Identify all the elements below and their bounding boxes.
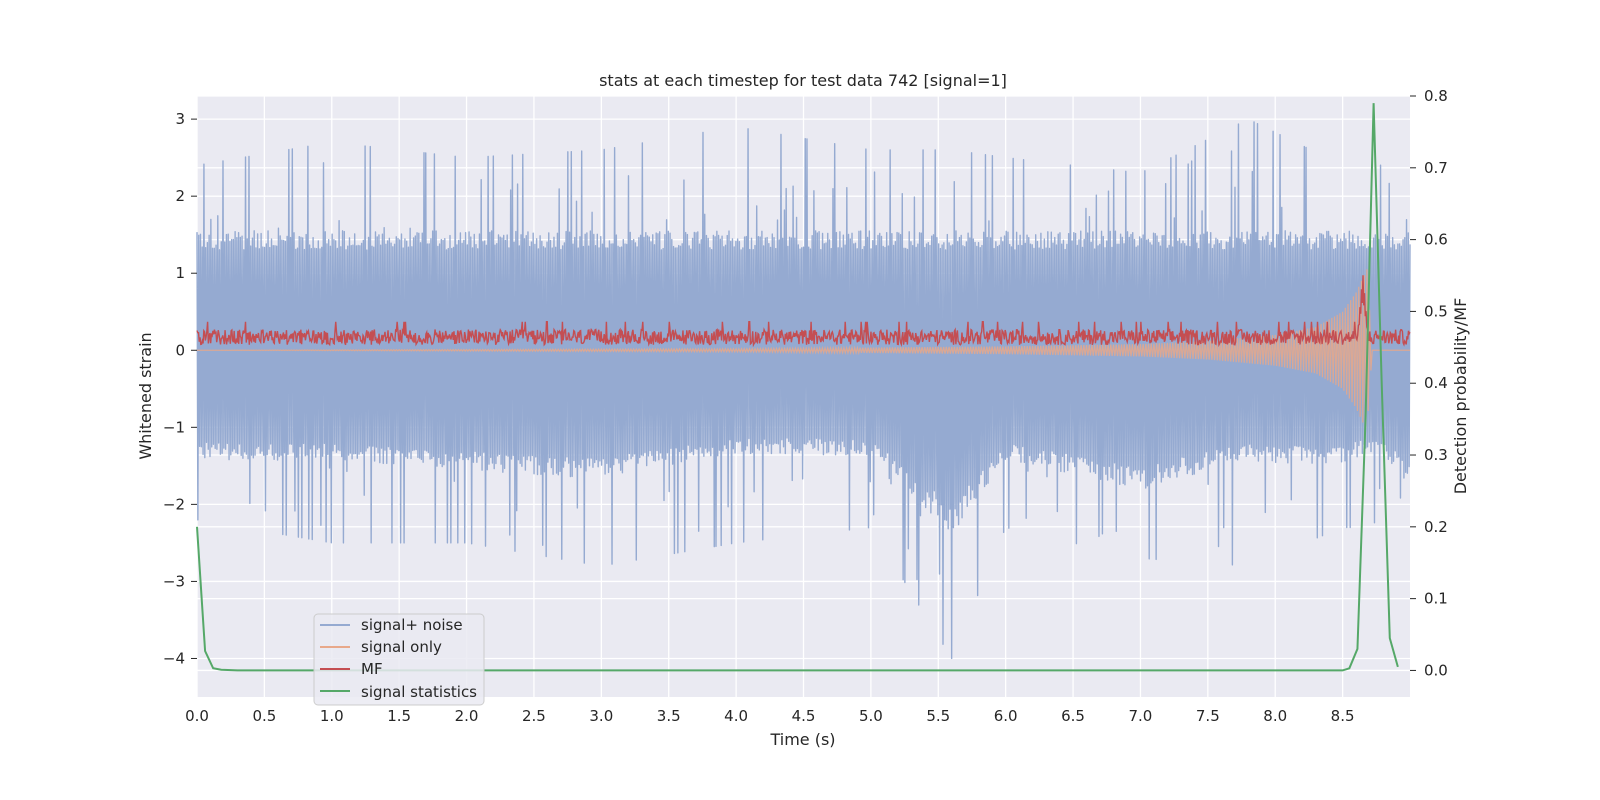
data-layer <box>196 103 1411 672</box>
y-right-tick-label: 0.1 <box>1424 590 1448 608</box>
y-right-tick-label: 0.5 <box>1424 302 1448 320</box>
y-axis-label: Whitened strain <box>136 332 155 459</box>
signal-noise-line <box>196 121 1411 660</box>
signal-only-line <box>197 269 1410 429</box>
y-tick-label: −3 <box>163 572 185 590</box>
x-axis-label: Time (s) <box>769 730 835 749</box>
y-right-tick-label: 0.0 <box>1424 661 1448 679</box>
x-tick-label: 3.0 <box>589 707 613 725</box>
y-right-tick-label: 0.7 <box>1424 159 1448 177</box>
y-tick-label: 1 <box>175 264 185 282</box>
y-right-tick-label: 0.6 <box>1424 231 1448 249</box>
y-tick-label: 3 <box>175 110 185 128</box>
chart-title: stats at each timestep for test data 742… <box>599 71 1007 90</box>
y-tick-label: −1 <box>163 418 185 436</box>
x-tick-label: 4.5 <box>792 707 816 725</box>
y-right-tick-label: 0.4 <box>1424 374 1448 392</box>
y-right-tick-label: 0.3 <box>1424 446 1448 464</box>
x-tick-label: 2.5 <box>522 707 546 725</box>
x-tick-label: 2.0 <box>455 707 479 725</box>
legend-label-signal-noise: signal+ noise <box>361 616 463 634</box>
y-ticks: 3 2 1 0 −1 −2 −3 −4 <box>163 110 197 667</box>
y-tick-label: −4 <box>163 649 185 667</box>
x-tick-label: 0.5 <box>252 707 276 725</box>
y-right-axis-label: Detection probability/MF <box>1451 298 1470 495</box>
legend-label-signal-only: signal only <box>361 638 442 656</box>
y-tick-label: 2 <box>175 187 185 205</box>
legend-label-signal-statistics: signal statistics <box>361 683 477 701</box>
x-tick-label: 6.5 <box>1061 707 1085 725</box>
x-tick-label: 5.5 <box>926 707 950 725</box>
x-tick-label: 0.0 <box>185 707 209 725</box>
y-right-tick-label: 0.2 <box>1424 518 1448 536</box>
y-tick-label: −2 <box>163 495 185 513</box>
legend-label-mf: MF <box>361 660 383 678</box>
legend: signal+ noise signal only MF signal stat… <box>313 613 485 706</box>
y-right-ticks: 0.8 0.7 0.6 0.5 0.4 0.3 0.2 0.1 0.0 <box>1410 87 1448 679</box>
x-tick-label: 1.0 <box>320 707 344 725</box>
x-tick-label: 3.5 <box>657 707 681 725</box>
x-tick-label: 5.0 <box>859 707 883 725</box>
signal-statistics-line <box>196 103 1399 672</box>
x-tick-label: 7.0 <box>1129 707 1153 725</box>
y-right-tick-label: 0.8 <box>1424 87 1448 105</box>
x-ticks: 0.0 0.5 1.0 1.5 2.0 2.5 3.0 3.5 4.0 4.5 5.0 5.5 6.0 6… <box>185 707 1354 725</box>
legend-box <box>313 613 485 706</box>
x-tick-label: 8.5 <box>1331 707 1355 725</box>
x-tick-label: 6.0 <box>994 707 1018 725</box>
x-tick-label: 4.0 <box>724 707 748 725</box>
x-tick-label: 1.5 <box>387 707 411 725</box>
x-tick-label: 7.5 <box>1196 707 1220 725</box>
x-tick-label: 8.0 <box>1263 707 1287 725</box>
mf-line <box>196 275 1411 348</box>
y-tick-label: 0 <box>175 341 185 359</box>
